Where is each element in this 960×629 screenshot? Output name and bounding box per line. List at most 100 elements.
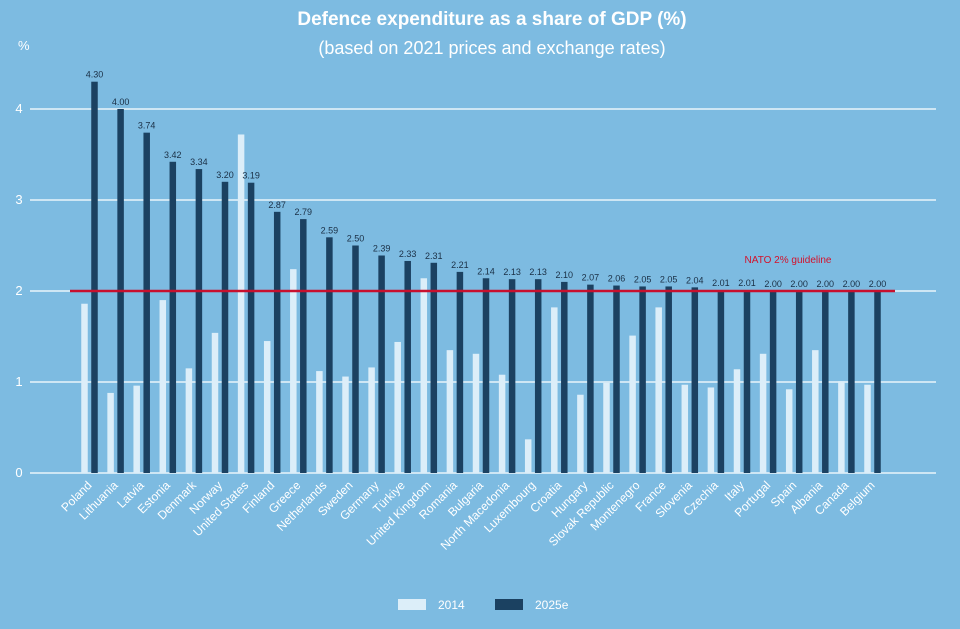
bar-2014-romania <box>446 350 454 473</box>
data-label-2025e-finland: 2.87 <box>268 200 286 210</box>
data-label-2025e-canada: 2.00 <box>843 279 861 289</box>
bar-2014-czechia <box>707 387 715 473</box>
bar-2014-north-macedonia <box>498 374 506 473</box>
bar-2014-canada <box>838 381 845 473</box>
nato-guideline-label: NATO 2% guideline <box>745 255 832 266</box>
bar-2025e-poland <box>91 81 98 473</box>
data-label-2025e-denmark: 3.34 <box>190 157 208 167</box>
bar-2014-luxembourg <box>524 439 532 473</box>
bar-2014-albania <box>812 350 819 473</box>
bar-2025e-hungary <box>587 284 594 473</box>
data-label-2025e-slovak-republic: 2.06 <box>608 274 626 284</box>
legend: 2014 2025e <box>398 598 569 612</box>
bar-2025e-north-macedonia <box>508 279 516 473</box>
data-label-2025e-romania: 2.21 <box>451 260 469 270</box>
y-axis-ticks: 0 1 2 3 4 <box>15 101 22 480</box>
data-label-2025e-montenegro: 2.05 <box>634 274 652 284</box>
bar-2014-greece <box>290 269 297 473</box>
data-label-2025e-spain: 2.00 <box>790 279 808 289</box>
bar-2014-italy <box>733 369 741 473</box>
bar-2025e-czechia <box>717 290 725 473</box>
bar-2014-poland <box>81 303 88 473</box>
bar-2014-hungary <box>577 394 584 473</box>
bar-2025e-united-kingdom <box>430 262 438 473</box>
y-tick-label-3: 3 <box>15 192 22 207</box>
legend-label-2014: 2014 <box>438 598 465 612</box>
data-label-2025e-sweden: 2.50 <box>347 234 365 244</box>
bar-2025e-portugal <box>769 291 777 473</box>
bar-2025e-united-states <box>247 182 255 473</box>
chart-subtitle: (based on 2021 prices and exchange rates… <box>318 38 665 58</box>
y-tick-label-1: 1 <box>15 374 22 389</box>
data-label-2025e-czechia: 2.01 <box>712 278 730 288</box>
data-label-2025e-turkiye: 2.33 <box>399 249 417 259</box>
bar-2025e-luxembourg <box>534 279 542 473</box>
bar-2025e-finland <box>273 211 281 473</box>
bar-2025e-turkiye <box>404 260 411 473</box>
bar-2025e-latvia <box>143 132 150 473</box>
y-tick-label-2: 2 <box>15 283 22 298</box>
data-label-2025e-lithuania: 4.00 <box>112 97 130 107</box>
data-label-2025e-north-macedonia: 2.13 <box>503 267 521 277</box>
bar-2014-finland <box>263 341 271 473</box>
bar-2014-denmark <box>185 368 193 473</box>
bar-2025e-slovenia <box>691 287 699 473</box>
bar-2025e-albania <box>822 291 829 473</box>
bar-2014-latvia <box>133 385 140 473</box>
data-label-2025e-netherlands: 2.59 <box>321 225 339 235</box>
bar-2025e-slovak-republic <box>613 285 620 473</box>
bars <box>81 81 881 474</box>
data-label-2025e-croatia: 2.10 <box>556 270 574 280</box>
bar-2014-belgium <box>864 384 871 473</box>
bar-2014-bulgaria <box>472 353 480 473</box>
bar-2014-slovenia <box>681 384 689 473</box>
bar-2014-united-states <box>237 134 245 474</box>
bar-2014-portugal <box>759 353 767 473</box>
bar-2014-slovak-republic <box>603 382 610 473</box>
bar-2025e-norway <box>221 181 229 474</box>
bar-2014-turkiye <box>394 341 401 473</box>
bar-2025e-netherlands <box>326 237 333 473</box>
bar-2014-germany <box>368 367 375 473</box>
data-label-2025e-italy: 2.01 <box>738 278 756 288</box>
bar-2025e-greece <box>300 219 307 473</box>
data-label-2025e-poland: 4.30 <box>86 70 104 80</box>
data-label-2025e-latvia: 3.74 <box>138 121 156 131</box>
bar-2025e-germany <box>378 255 385 473</box>
legend-swatch-2014 <box>398 599 426 610</box>
data-label-2025e-bulgaria: 2.14 <box>477 266 495 276</box>
bar-2014-sweden <box>342 376 349 473</box>
data-label-2025e-estonia: 3.42 <box>164 150 182 160</box>
bar-2025e-denmark <box>195 169 203 473</box>
bar-2014-united-kingdom <box>420 278 428 473</box>
legend-swatch-2025e <box>495 599 523 610</box>
data-label-2025e-portugal: 2.00 <box>764 279 782 289</box>
bar-2014-montenegro <box>629 335 636 473</box>
y-tick-label-0: 0 <box>15 465 22 480</box>
bar-2014-spain <box>785 389 793 473</box>
bar-2014-croatia <box>551 307 558 473</box>
bar-2025e-croatia <box>561 281 568 473</box>
legend-label-2025e: 2025e <box>535 598 569 612</box>
y-axis-unit-label: % <box>18 38 30 53</box>
bar-2025e-france <box>665 286 672 473</box>
data-label-2025e-france: 2.05 <box>660 274 678 284</box>
data-label-2025e-luxembourg: 2.13 <box>529 267 547 277</box>
bar-2014-norway <box>211 332 219 473</box>
data-label-2025e-hungary: 2.07 <box>582 273 600 283</box>
bar-2025e-bulgaria <box>482 278 490 473</box>
bar-2025e-montenegro <box>639 286 646 473</box>
data-label-2025e-germany: 2.39 <box>373 244 391 254</box>
reference-line-group: NATO 2% guideline <box>70 255 895 293</box>
data-label-2025e-norway: 3.20 <box>216 170 234 180</box>
data-label-2025e-united-states: 3.19 <box>242 171 260 181</box>
bar-2014-estonia <box>159 300 167 473</box>
data-label-2025e-albania: 2.00 <box>817 279 835 289</box>
bar-2025e-romania <box>456 271 464 473</box>
y-tick-label-4: 4 <box>15 101 22 116</box>
bar-2025e-estonia <box>169 161 177 473</box>
bar-2025e-italy <box>743 290 751 473</box>
data-label-2025e-slovenia: 2.04 <box>686 275 704 285</box>
bar-2014-netherlands <box>316 371 323 473</box>
